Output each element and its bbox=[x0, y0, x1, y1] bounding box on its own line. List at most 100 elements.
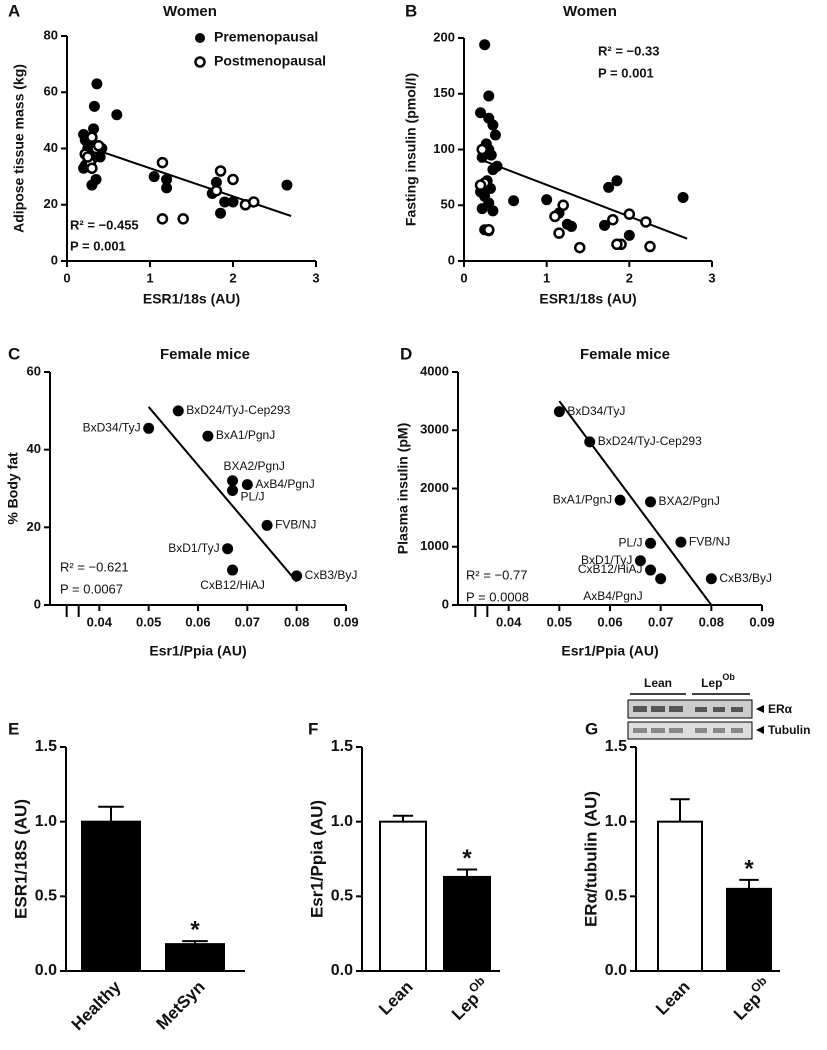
data-point bbox=[645, 496, 657, 508]
data-point bbox=[553, 406, 565, 418]
data-point bbox=[281, 179, 293, 191]
significance: * bbox=[744, 855, 754, 882]
point-label: PL/J bbox=[619, 535, 643, 549]
data-point bbox=[549, 210, 561, 223]
chart-title: Women bbox=[563, 3, 617, 20]
blot-superscript: Ob bbox=[722, 672, 735, 682]
data-point bbox=[227, 484, 239, 496]
legend-marker bbox=[195, 33, 205, 43]
annotation: R² = −0.621 bbox=[60, 559, 129, 574]
bar bbox=[81, 820, 141, 973]
chart-title: Female mice bbox=[160, 346, 250, 363]
point-label: BxA1/PgnJ bbox=[216, 428, 275, 442]
annotation: P = 0.0008 bbox=[466, 589, 529, 604]
data-point bbox=[156, 213, 169, 225]
bar bbox=[657, 820, 703, 973]
x-tick-label: 0.07 bbox=[235, 614, 260, 629]
x-tick-label: 2 bbox=[626, 270, 633, 285]
y-tick-label: 1.0 bbox=[605, 813, 627, 830]
point-label: PL/J bbox=[241, 490, 265, 504]
point-label: CxB3/ByJ bbox=[305, 568, 358, 582]
point-label: BXA2/PgnJ bbox=[224, 459, 285, 473]
x-tick-label: LepOb bbox=[445, 974, 495, 1024]
data-point bbox=[214, 165, 227, 177]
x-tick-label: 0.05 bbox=[547, 614, 572, 629]
chart-title: Female mice bbox=[580, 346, 670, 363]
data-point bbox=[474, 179, 487, 191]
y-tick-label: 1.5 bbox=[605, 738, 627, 755]
chart-title: Women bbox=[163, 3, 217, 20]
data-point bbox=[91, 78, 103, 90]
panel-letter: E bbox=[8, 719, 19, 738]
data-point bbox=[640, 216, 652, 228]
data-point bbox=[573, 241, 586, 254]
bar bbox=[379, 820, 427, 973]
y-tick-label: 1.0 bbox=[331, 813, 353, 830]
y-tick-label: 100 bbox=[433, 141, 455, 156]
panel-letter: D bbox=[400, 344, 412, 363]
panel-letter: C bbox=[8, 344, 20, 363]
data-point bbox=[202, 430, 214, 442]
y-axis-label: Fasting insulin (pmol/l) bbox=[403, 73, 419, 226]
bands bbox=[633, 706, 743, 733]
point-label: BXA2/PgnJ bbox=[659, 494, 720, 508]
y-tick-label: 0.0 bbox=[331, 962, 353, 979]
y-tick-label: 60 bbox=[44, 84, 58, 99]
data-point bbox=[111, 109, 123, 121]
data-point bbox=[487, 205, 499, 217]
data-point bbox=[86, 131, 98, 143]
data-point bbox=[476, 143, 488, 156]
panel-letter: G bbox=[585, 719, 598, 738]
data-point bbox=[88, 100, 100, 112]
point-label: BxD34/TyJ bbox=[567, 404, 625, 418]
data-point bbox=[92, 139, 105, 152]
data-point bbox=[634, 555, 646, 567]
y-axis-label: ERα/tubulin (AU) bbox=[581, 791, 600, 927]
x-axis-label: Esr1/Ppia (AU) bbox=[561, 643, 658, 659]
fit-line bbox=[558, 400, 713, 606]
data-point bbox=[148, 171, 160, 183]
y-tick-label: 0 bbox=[442, 596, 449, 611]
y-tick-label: 0 bbox=[51, 252, 58, 267]
x-tick-label: 0.04 bbox=[87, 614, 113, 629]
point-label: AxB4/PgnJ bbox=[583, 589, 642, 603]
data-point bbox=[215, 207, 227, 219]
x-tick-label: 0.04 bbox=[496, 614, 522, 629]
category-label: Lep bbox=[730, 989, 765, 1024]
category-label: Lean bbox=[376, 978, 417, 1019]
data-point bbox=[489, 129, 501, 141]
y-tick-label: 200 bbox=[433, 29, 455, 44]
data-point bbox=[644, 240, 656, 253]
x-tick-label: Lean bbox=[653, 978, 694, 1019]
data-point bbox=[655, 573, 667, 585]
data-point bbox=[614, 494, 626, 506]
y-axis-label: Adipose tissue mass (kg) bbox=[11, 64, 27, 233]
annotation: R² = −0.455 bbox=[70, 217, 139, 232]
data-point bbox=[623, 229, 635, 241]
data-point bbox=[222, 543, 234, 555]
category-label: MetSyn bbox=[153, 978, 209, 1034]
point-label: FVB/NJ bbox=[689, 534, 730, 548]
data-point bbox=[156, 156, 169, 169]
x-tick-label: Healthy bbox=[68, 977, 125, 1034]
blot-lane bbox=[627, 699, 753, 719]
significance: * bbox=[462, 845, 472, 872]
x-tick-label: 3 bbox=[312, 270, 319, 285]
x-tick-label: MetSyn bbox=[153, 978, 209, 1034]
data-point bbox=[603, 181, 615, 193]
y-tick-label: 0.5 bbox=[35, 888, 57, 905]
point-label: BxD34/TyJ bbox=[83, 420, 141, 434]
y-tick-label: 1.0 bbox=[35, 813, 57, 830]
data-point bbox=[584, 436, 596, 448]
category-label: Lep bbox=[448, 989, 483, 1024]
annotation: P = 0.001 bbox=[598, 65, 654, 80]
y-tick-label: 1.5 bbox=[331, 738, 353, 755]
legend-label: Postmenopausal bbox=[214, 53, 326, 69]
data-point bbox=[677, 191, 689, 203]
data-point bbox=[90, 173, 102, 185]
data-point bbox=[485, 149, 497, 161]
data-point bbox=[645, 564, 657, 576]
y-tick-label: 20 bbox=[44, 196, 58, 211]
legend-marker bbox=[194, 56, 206, 68]
bar bbox=[443, 875, 491, 972]
